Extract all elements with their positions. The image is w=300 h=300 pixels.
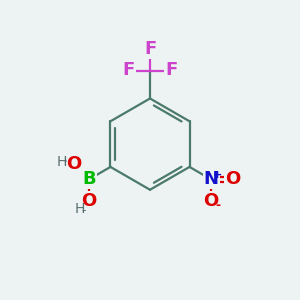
Text: H: H [56,155,67,169]
Text: F: F [123,61,135,80]
Text: O: O [81,192,96,210]
Text: B: B [82,170,96,188]
Text: O: O [66,155,81,173]
Text: -: - [215,199,220,212]
Text: O: O [204,192,219,210]
Text: ·: · [62,153,68,171]
Text: F: F [144,40,156,58]
Text: N: N [204,170,219,188]
Text: -: - [82,204,86,217]
Text: H: H [75,202,85,217]
Text: O: O [225,170,240,188]
Text: +: + [213,170,222,180]
Text: F: F [165,61,177,80]
